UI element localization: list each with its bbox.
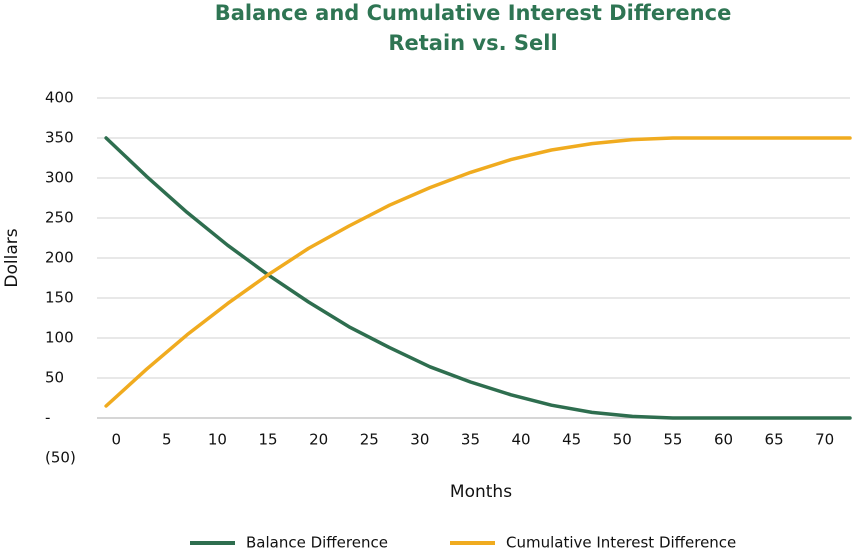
x-tick-label: 10 [208,431,227,449]
y-tick-label: 150 [45,289,74,307]
x-tick-label: 5 [162,431,172,449]
legend-label: Cumulative Interest Difference [506,534,736,552]
lines [104,136,852,420]
x-tick-label: 35 [461,431,480,449]
x-tick-label: 20 [309,431,328,449]
y-tick-label: 400 [45,89,74,107]
x-axis-title: Months [450,482,512,502]
y-tick-label: 200 [45,249,74,267]
x-tick-label: 65 [765,431,784,449]
x-tick-label: 60 [714,431,733,449]
y-tick-label: - [45,409,50,427]
y-tick-label: (50) [45,449,76,467]
x-tick-label: 70 [815,431,834,449]
y-tick-label: 350 [45,129,74,147]
legend-label: Balance Difference [246,534,388,552]
x-tick-label: 40 [512,431,531,449]
grid: (50) - 50 100 150 200 250 300 350 400 0 5 10 15 20 25 30… [45,89,850,467]
y-axis-title: Dollars [2,228,22,287]
y-tick-label: 100 [45,329,74,347]
x-tick-label: 0 [111,431,121,449]
series-line [104,136,852,408]
y-tick-label: 300 [45,169,74,187]
x-tick-label: 30 [410,431,429,449]
series-line [104,136,852,420]
y-tick-label: 250 [45,209,74,227]
chart-title: Balance and Cumulative Interest Differen… [215,1,732,25]
x-tick-label: 45 [562,431,581,449]
y-tick-label: 50 [45,369,64,387]
x-tick-label: 25 [360,431,379,449]
chart-subtitle: Retain vs. Sell [388,31,557,55]
legend: Balance Difference Cumulative Interest Di… [190,534,736,552]
x-tick-label: 50 [613,431,632,449]
x-tick-label: 15 [258,431,277,449]
x-tick-label: 55 [663,431,682,449]
